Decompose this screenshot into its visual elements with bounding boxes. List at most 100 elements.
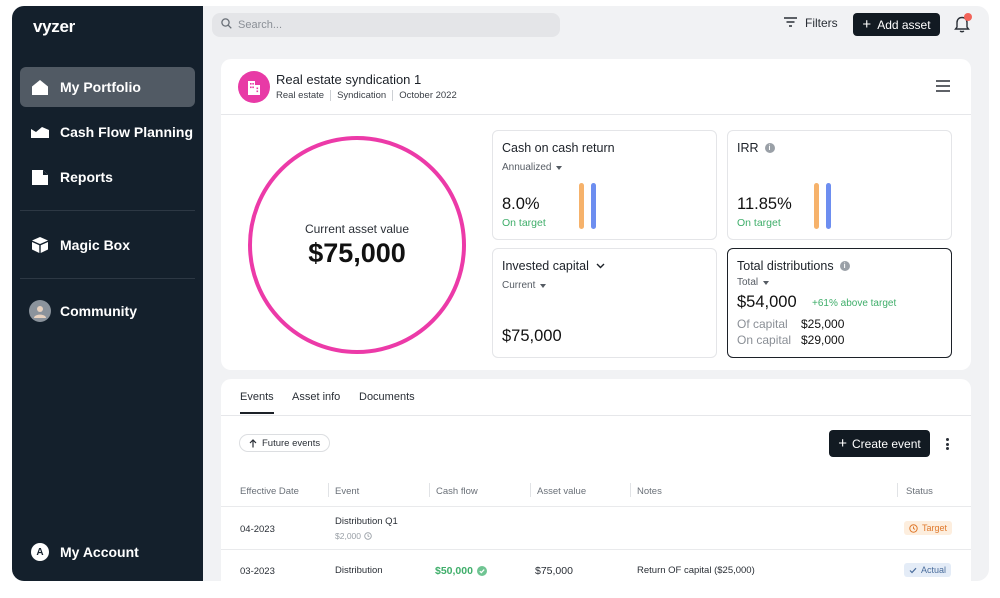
coc-status: On target	[502, 217, 546, 229]
sidebar-item-label: Community	[60, 303, 137, 319]
cell-cash-flow: $50,000	[435, 565, 487, 577]
avatar-icon	[29, 300, 51, 322]
filter-icon	[784, 16, 797, 30]
document-icon	[20, 169, 60, 185]
asset-summary-card: Real estate syndication 1 Real estate Sy…	[221, 59, 971, 370]
status-label: Target	[922, 523, 948, 533]
column-divider	[328, 483, 329, 497]
actual-bar	[591, 183, 596, 229]
of-capital-label: Of capital	[737, 317, 788, 331]
total-distributions-card[interactable]: Total distributions i Total $54,000 +61%…	[727, 248, 952, 358]
sidebar-item-label: Magic Box	[60, 237, 131, 253]
app-logo: vyzer	[33, 17, 75, 36]
future-events-toggle[interactable]: Future events	[239, 434, 331, 452]
chart-area-icon	[20, 126, 60, 138]
more-options-icon[interactable]	[941, 436, 953, 452]
column-divider	[630, 483, 631, 497]
current-value-label: Current asset value	[304, 221, 410, 236]
column-header-asset-value[interactable]: Asset value	[537, 486, 587, 497]
invested-capital-card: Invested capital Current $75,000	[492, 248, 717, 358]
filters-button[interactable]: Filters	[784, 16, 838, 30]
invested-period-dropdown[interactable]: Current	[502, 280, 547, 291]
distributions-period-label: Total	[737, 277, 759, 288]
of-capital-value: $25,000	[801, 317, 845, 331]
target-bar	[579, 183, 584, 229]
cell-event: Distribution Q1	[335, 516, 398, 527]
add-asset-label: Add asset	[877, 17, 931, 32]
caret-down-icon	[556, 165, 563, 170]
chevron-down-icon	[596, 263, 605, 269]
coc-period-dropdown[interactable]: Annualized	[502, 162, 563, 173]
search-input[interactable]	[238, 19, 538, 31]
irr-status: On target	[737, 217, 781, 229]
column-header-date[interactable]: Effective Date	[240, 486, 299, 497]
distributions-period-dropdown[interactable]: Total	[737, 277, 770, 288]
tab-bar: Events Asset info Documents	[221, 379, 971, 416]
coc-title: Cash on cash return	[502, 141, 615, 155]
sidebar-item-label: My Account	[60, 544, 139, 560]
row-divider	[221, 549, 971, 550]
sidebar-divider	[20, 210, 195, 211]
status-badge: Actual	[904, 563, 952, 577]
column-header-cash-flow[interactable]: Cash flow	[436, 486, 478, 497]
distributions-title-row: Total distributions i	[737, 259, 850, 273]
bell-icon[interactable]	[954, 15, 972, 35]
cash-flow-amount: $50,000	[435, 565, 473, 577]
plus-icon: +	[862, 16, 872, 33]
cell-asset-value: $75,000	[535, 565, 573, 577]
on-capital-value: $29,000	[801, 333, 845, 347]
box-icon	[20, 237, 60, 253]
info-icon[interactable]: i	[839, 261, 850, 271]
create-event-button[interactable]: + Create event	[829, 430, 930, 457]
sidebar-item-magic-box[interactable]: Magic Box	[20, 225, 195, 265]
status-badge: Target	[904, 521, 953, 535]
sidebar-item-my-account[interactable]: A My Account	[20, 532, 195, 572]
column-header-notes[interactable]: Notes	[637, 486, 662, 497]
cell-date: 04-2023	[240, 524, 275, 535]
coc-value: 8.0%	[502, 195, 540, 213]
invested-capital-value: $75,000	[502, 327, 562, 345]
column-divider	[530, 483, 531, 497]
event-sub-amount: $2,000	[335, 531, 361, 541]
sidebar-item-cash-flow-planning[interactable]: Cash Flow Planning	[20, 112, 195, 152]
account-avatar: A	[31, 543, 49, 561]
invested-capital-title: Invested capital	[502, 259, 589, 273]
search-icon	[221, 16, 232, 34]
future-events-label: Future events	[262, 437, 321, 449]
asset-date: October 2022	[392, 90, 463, 101]
sidebar-item-my-portfolio[interactable]: My Portfolio	[20, 67, 195, 107]
cell-notes: Return OF capital ($25,000)	[637, 565, 755, 576]
distributions-delta: +61% above target	[812, 298, 897, 309]
column-header-event[interactable]: Event	[335, 486, 360, 497]
tab-asset-info[interactable]: Asset info	[292, 391, 341, 403]
arrow-up-icon	[249, 438, 257, 447]
add-asset-button[interactable]: + Add asset	[853, 13, 940, 36]
sidebar-item-reports[interactable]: Reports	[20, 157, 195, 197]
app-window: vyzer My Portfolio Cash Flow Planning Re…	[12, 6, 989, 581]
notification-dot	[964, 13, 972, 21]
menu-icon[interactable]	[935, 79, 951, 93]
irr-value: 11.85%	[737, 195, 792, 213]
caret-down-icon	[540, 283, 547, 288]
caret-down-icon	[763, 280, 770, 285]
invested-capital-dropdown[interactable]: Invested capital	[502, 259, 605, 273]
filters-label: Filters	[805, 16, 838, 30]
sidebar-item-community[interactable]: Community	[20, 291, 195, 331]
tab-documents[interactable]: Documents	[359, 391, 415, 403]
sidebar-item-label: Reports	[60, 169, 113, 185]
on-capital-label: On capital	[737, 333, 792, 347]
coc-period-label: Annualized	[502, 162, 552, 173]
clock-icon	[909, 523, 918, 533]
row-divider	[221, 506, 971, 507]
search-bar[interactable]	[212, 13, 560, 37]
target-bar	[814, 183, 819, 229]
tab-events[interactable]: Events	[240, 391, 274, 414]
sidebar: vyzer My Portfolio Cash Flow Planning Re…	[12, 6, 203, 581]
irr-card: IRR i 11.85% On target	[727, 130, 952, 240]
sidebar-item-label: My Portfolio	[60, 79, 141, 95]
info-icon[interactable]: i	[764, 143, 775, 153]
column-header-status[interactable]: Status	[906, 486, 933, 497]
plus-icon: +	[838, 435, 848, 452]
check-icon	[909, 567, 917, 573]
cell-date: 03-2023	[240, 566, 275, 577]
